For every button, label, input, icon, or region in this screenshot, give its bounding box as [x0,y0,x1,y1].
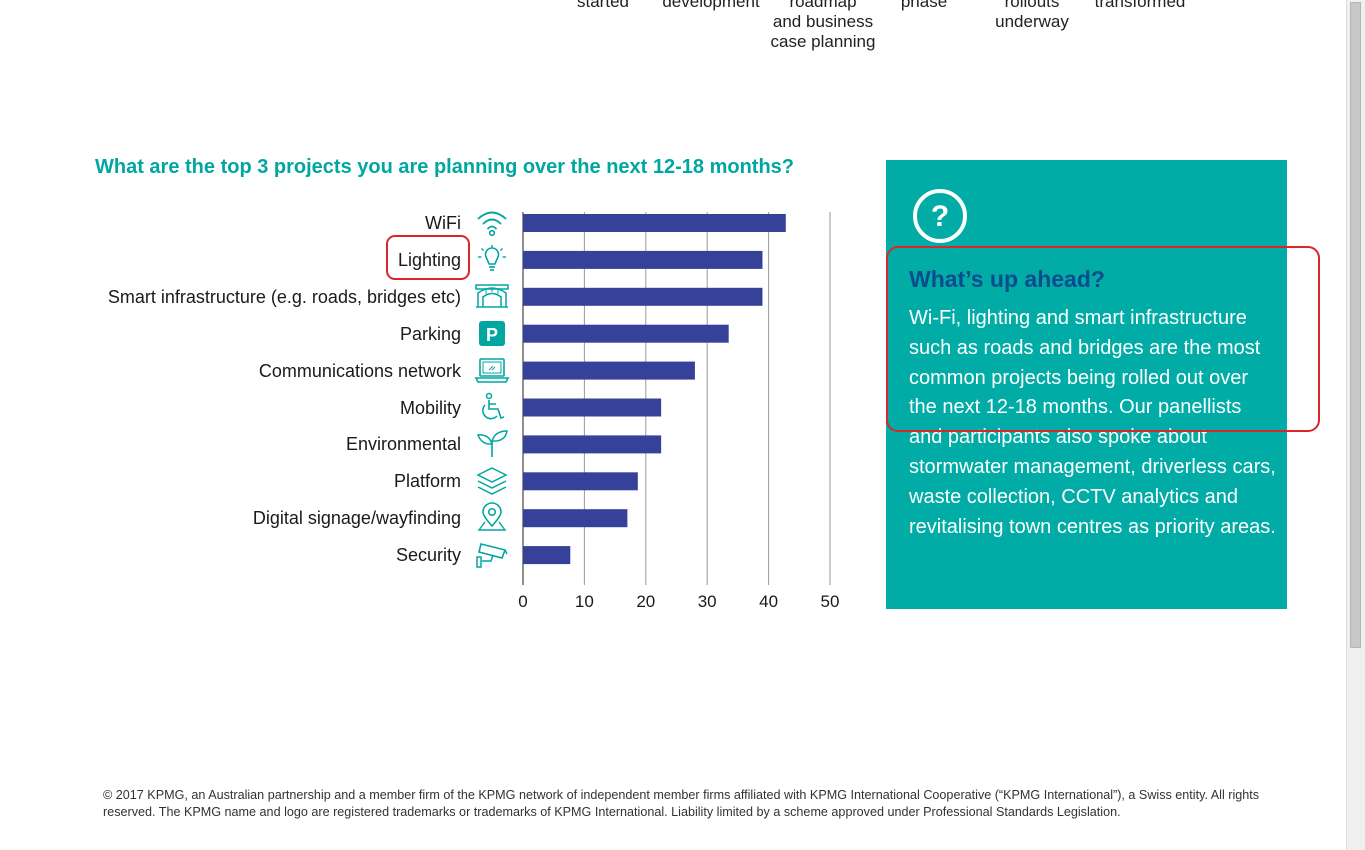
x-tick-label: 50 [820,592,840,611]
category-label: Platform [393,471,461,492]
panel-body-text: Wi-Fi, lighting and smart infrastructure… [909,307,1276,538]
wheelchair-icon [482,392,505,419]
category-label: Lighting [397,249,461,270]
map-pin-icon [477,502,507,531]
copyright-footer: © 2017 KPMG, an Australian partnership a… [103,788,1260,819]
x-tick-label: 10 [574,592,594,611]
bar-plant [523,435,662,454]
lighting-highlight-box [386,235,470,280]
x-tick-label: 30 [697,592,717,611]
cctv-camera-icon [476,543,508,568]
bar-map-pin [523,509,628,528]
layers-icon [476,467,508,496]
bar-laptop [523,361,695,380]
stage-label: development [662,0,760,11]
stage-label: rollouts underway [995,0,1069,31]
category-label: Parking [399,323,461,344]
laptop-icon [474,357,510,383]
whats-up-ahead-panel [886,160,1287,609]
chart-title: What are the top 3 projects you are plan… [95,156,795,178]
x-tick-label: 20 [636,592,656,611]
category-label: Security [395,545,461,566]
panel-heading: What’s up ahead? [909,266,1105,292]
svg-text:?: ? [931,200,949,233]
question-mark-icon: ? [913,189,967,243]
lightbulb-icon [478,244,506,271]
bar-wheelchair [523,398,662,417]
bar-cctv-camera [523,546,571,565]
category-label: Communications network [258,360,461,381]
bridge-icon [475,284,509,308]
svg-text:P: P [486,325,498,345]
stage-label: transformed [1094,0,1186,11]
bar-layers [523,472,638,491]
category-label: WiFi [425,213,461,233]
panel-highlight-box [886,246,1320,432]
wifi-icon [477,211,507,237]
plant-icon [476,430,508,458]
x-tick-label: 40 [759,592,779,611]
stage-label: phase [900,0,948,11]
category-label: Smart infrastructure (e.g. roads, bridge… [107,286,461,307]
stage-label: started [577,0,629,11]
scrollbar-thumb[interactable] [1350,2,1361,648]
stage-label: roadmap and business case planning [770,0,876,51]
parking-icon: P [479,320,505,346]
category-label: Digital signage/wayfinding [252,508,461,529]
category-label: Mobility [399,397,461,418]
bar-parking [523,324,729,343]
x-tick-label: 0 [518,592,528,611]
bar-lightbulb [523,250,763,269]
bar-bridge [523,287,763,306]
bar-wifi [523,214,786,232]
category-label: Environmental [345,434,461,455]
